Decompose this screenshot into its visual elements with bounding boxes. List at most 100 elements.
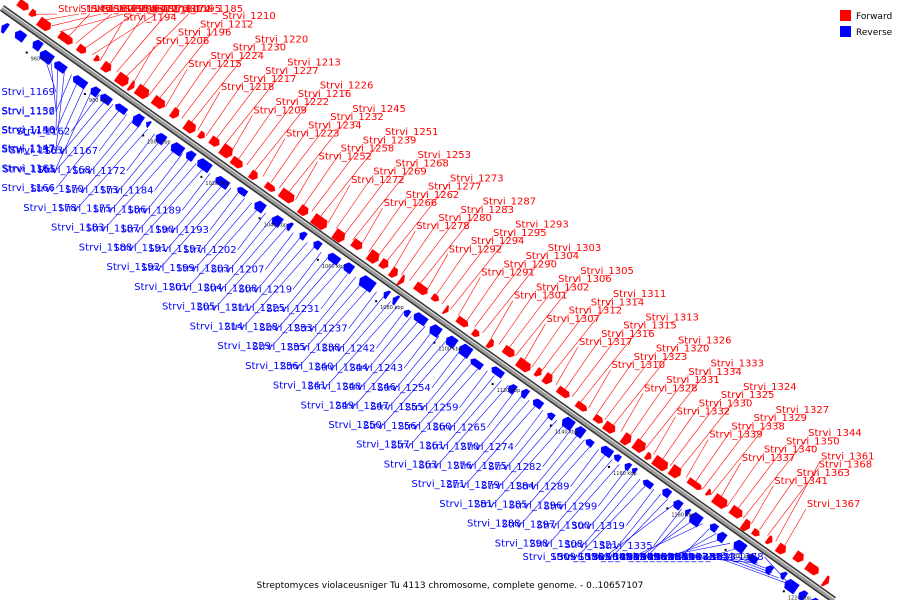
reverse-gene-label: Strvi_1152: [1, 107, 55, 118]
forward-gene-arrow: [350, 238, 362, 250]
forward-gene-arrow: [248, 170, 257, 180]
reverse-gene-label: Strvi_1259: [405, 403, 459, 414]
forward-gene-arrow: [556, 386, 570, 398]
forward-gene-arrow: [93, 55, 99, 62]
forward-leader-line: [751, 486, 773, 524]
reverse-leader-line: [147, 159, 189, 210]
legend-reverse-swatch: [840, 26, 851, 37]
reverse-gene-arrow: [255, 201, 267, 214]
forward-gene-arrow: [593, 414, 603, 424]
forward-gene-label: Strvi_1344: [808, 428, 862, 439]
forward-gene-label: Strvi_1245: [352, 104, 406, 115]
legend-forward-label: Forward: [856, 12, 892, 22]
reverse-gene-label: Strvi_1162: [17, 126, 71, 137]
forward-leader-line: [393, 231, 415, 269]
tick-mark: [200, 176, 202, 178]
tick-label: 960 kbp: [31, 57, 51, 63]
reverse-gene-label: Strvi_1172: [72, 166, 126, 177]
forward-leader-line: [198, 92, 220, 130]
tick-label: 1160 kbp: [613, 471, 637, 477]
forward-gene-arrow: [821, 576, 830, 587]
reverse-gene-label: Strvi_1231: [266, 304, 320, 315]
tick-mark: [608, 466, 610, 468]
forward-gene-arrow: [134, 84, 149, 99]
tick-mark: [375, 300, 377, 302]
legend: Forward Reverse: [840, 10, 893, 38]
forward-leader-line: [328, 185, 350, 223]
reverse-gene-arrow: [1, 23, 10, 33]
tick-label: 1060 kbp: [322, 264, 346, 270]
reverse-gene-arrow: [663, 488, 673, 498]
reverse-gene-label: Strvi_1282: [488, 462, 542, 473]
reverse-gene-arrow: [359, 275, 377, 292]
reverse-gene-arrow: [471, 359, 484, 371]
forward-gene-label: Strvi_1305: [580, 266, 634, 277]
reverse-leader-line: [536, 435, 578, 486]
forward-leader-line: [426, 254, 448, 292]
reverse-leader-line: [369, 316, 411, 367]
reverse-gene-label: Strvi_1242: [322, 343, 376, 354]
tick-mark: [492, 383, 494, 385]
forward-gene-arrow: [765, 535, 772, 544]
reverse-gene-label: Strvi_1265: [433, 422, 487, 433]
reverse-gene-arrow: [404, 310, 411, 318]
forward-gene-arrow: [705, 489, 711, 496]
reverse-leader-line: [175, 178, 217, 229]
forward-gene-label: Strvi_1213: [287, 58, 341, 69]
forward-leader-line: [296, 162, 318, 200]
tick-mark: [725, 549, 727, 551]
forward-gene-arrow: [16, 0, 28, 11]
tick-label: 1080 kbp: [380, 305, 404, 311]
forward-gene-arrow: [792, 551, 803, 563]
forward-gene-label: Strvi_1303: [548, 243, 602, 254]
reverse-leader-line: [286, 257, 328, 308]
forward-leader-line: [165, 69, 187, 107]
reverse-gene-arrow: [115, 104, 128, 115]
reverse-gene-arrow: [314, 241, 323, 251]
legend-reverse-label: Reverse: [856, 28, 893, 38]
tick-label: 1220 kbp: [788, 595, 812, 600]
forward-leader-line: [230, 115, 252, 153]
reverse-gene-label: Strvi_1167: [44, 146, 98, 157]
reverse-gene-arrow: [392, 296, 400, 306]
reverse-gene-label: Strvi_1193: [155, 225, 209, 236]
reverse-leader-line: [591, 474, 633, 525]
reverse-gene-arrow: [171, 142, 185, 156]
reverse-gene-arrow: [237, 187, 248, 197]
forward-leader-line: [686, 440, 708, 478]
forward-gene-label: Strvi_1311: [613, 289, 667, 300]
forward-gene-arrow: [740, 519, 751, 531]
forward-gene-arrow: [100, 61, 111, 73]
reverse-leader-line: [258, 237, 300, 288]
forward-gene-arrow: [456, 316, 469, 327]
forward-gene-arrow: [28, 9, 36, 17]
chromosome-backbone: [2, 7, 835, 600]
reverse-gene-arrow: [643, 480, 654, 490]
reverse-gene-label: Strvi_1378: [710, 552, 764, 563]
reverse-gene-arrow: [601, 446, 614, 459]
reverse-gene-label: Strvi_1169: [1, 87, 55, 98]
forward-gene-arrow: [620, 432, 632, 445]
forward-leader-line: [523, 324, 545, 362]
forward-leader-line: [51, 14, 101, 26]
forward-gene-arrow: [114, 72, 129, 87]
reverse-leader-line: [314, 277, 356, 328]
reverse-gene-arrow: [15, 30, 27, 42]
reverse-gene-arrow: [287, 223, 294, 232]
reverse-gene-arrow: [430, 324, 443, 337]
reverse-gene-label: Strvi_1335: [599, 541, 653, 552]
forward-gene-arrow: [687, 477, 702, 490]
forward-gene-arrow: [230, 156, 243, 168]
reverse-leader-line: [342, 297, 384, 348]
forward-gene-label: Strvi_1226: [320, 81, 374, 92]
reverse-gene-label: Strvi_1289: [516, 482, 570, 493]
forward-gene-label: Strvi_1293: [515, 220, 569, 231]
reverse-leader-line: [508, 415, 550, 466]
forward-leader-line: [654, 416, 676, 454]
reverse-gene-arrow: [344, 263, 355, 275]
forward-leader-line: [458, 278, 480, 316]
reverse-gene-arrow: [300, 232, 308, 241]
reverse-gene-arrow: [674, 500, 684, 511]
reverse-gene-label: Strvi_1207: [211, 265, 265, 276]
forward-gene-arrow: [632, 438, 646, 453]
